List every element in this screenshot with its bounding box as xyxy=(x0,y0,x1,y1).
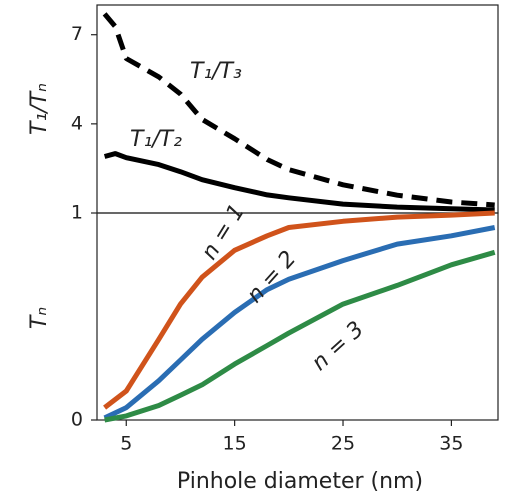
series-line xyxy=(102,12,495,208)
y-tick-label: 4 xyxy=(71,112,83,134)
series-line xyxy=(103,151,495,213)
series-line xyxy=(103,225,496,421)
x-tick-label: 35 xyxy=(439,433,463,455)
series-label: T₁/T₃ xyxy=(190,59,242,84)
x-axis-label: Pinhole diameter (nm) xyxy=(177,469,423,494)
y-axis-label: Tₙ xyxy=(27,307,52,329)
series-label: n = 1 xyxy=(197,200,250,264)
y-tick-label: 0 xyxy=(71,409,83,431)
series-label: n = 3 xyxy=(307,317,369,376)
x-tick-label: 15 xyxy=(223,433,247,455)
y-axis-label: T₁/Tₙ xyxy=(27,83,52,135)
plot-frame xyxy=(96,212,499,421)
x-tick-label: 25 xyxy=(331,433,355,455)
x-tick-label: 5 xyxy=(120,433,132,455)
series-line xyxy=(104,249,496,423)
series-label: T₁/T₂ xyxy=(130,127,182,152)
y-tick-label: 7 xyxy=(71,23,83,45)
series-line xyxy=(103,210,495,410)
plot-frame xyxy=(96,4,499,214)
y-tick-label: 1 xyxy=(71,202,83,224)
